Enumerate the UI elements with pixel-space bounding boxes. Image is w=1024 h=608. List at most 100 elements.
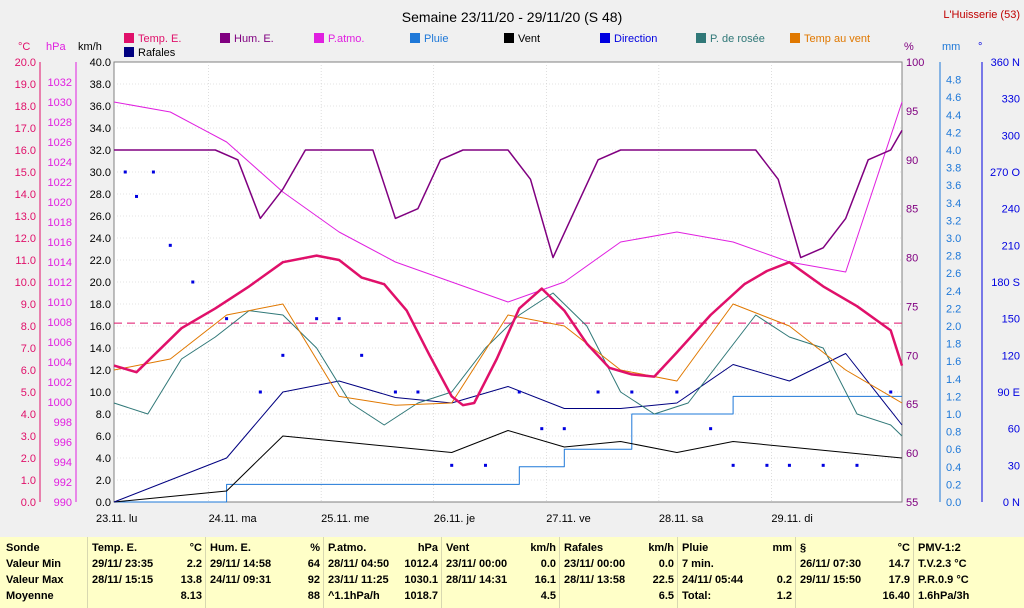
- direction-point: [258, 390, 262, 394]
- dir-tick: 180 S: [991, 277, 1020, 289]
- table-separator: [87, 537, 88, 608]
- temp-tick: 15.0: [15, 167, 36, 179]
- stats-cell-value: 64: [307, 558, 320, 570]
- press-tick: 1024: [48, 157, 72, 169]
- stats-cell-label: ^1.1hPa/h: [328, 590, 380, 602]
- press-tick: 998: [54, 417, 72, 429]
- stats-cell-row: 1.6hPa/3h: [918, 589, 1018, 604]
- press-tick: 1014: [48, 257, 72, 269]
- stats-cell-row: 28/11/ 14:31 16.1: [446, 573, 556, 588]
- temp-tick: 17.0: [15, 123, 36, 135]
- direction-point: [450, 463, 454, 467]
- wind-tick: 34.0: [90, 123, 111, 135]
- stats-cell-row: P.atmo. hPa: [328, 541, 438, 556]
- stats-cell-row: Total: 1.2: [682, 589, 792, 604]
- stats-cell-label: 28/11/ 14:31: [446, 574, 508, 586]
- legend-label: Vent: [518, 33, 540, 45]
- rain-tick: 0.4: [946, 462, 961, 474]
- right-axes: % mm ° 100 95 90 85 80 75 70 65 60 55 4.8 4.6 4.4 4.2 4.0…: [904, 41, 1020, 509]
- series-line-hum-e: [114, 130, 903, 259]
- rain-tick: 0.6: [946, 444, 961, 456]
- stats-cell-value: km/h: [530, 542, 556, 554]
- stats-cell-label: P.atmo.: [328, 542, 367, 554]
- temp-tick: 8.0: [21, 321, 36, 333]
- stats-cell-row: 23/11/ 11:25 1030.1: [328, 573, 438, 588]
- direction-point: [855, 463, 859, 467]
- stats-cell-label: 28/11/ 13:58: [564, 574, 626, 586]
- stats-cell-value: 4.5: [540, 590, 556, 602]
- temp-tick: 9.0: [21, 299, 36, 311]
- legend-label: Pluie: [424, 33, 448, 45]
- rain-tick: 2.4: [946, 286, 961, 298]
- stats-cell-label: 28/11/ 15:15: [92, 574, 154, 586]
- temp-tick: 0.0: [21, 497, 36, 509]
- rain-tick: 4.0: [946, 145, 961, 157]
- table-separator: [795, 537, 796, 608]
- hum-tick: 85: [906, 204, 918, 216]
- wind-tick: 10.0: [90, 387, 111, 399]
- direction-point: [731, 463, 735, 467]
- temp-axis-unit: °C: [18, 41, 30, 53]
- press-tick: 1010: [48, 297, 72, 309]
- series-line-temp-e: [113, 254, 904, 407]
- wind-tick: 38.0: [90, 79, 111, 91]
- direction-point: [337, 317, 341, 321]
- hum-tick: 90: [906, 155, 918, 167]
- series-line-pluie: [114, 395, 902, 503]
- stats-cell-label: §: [800, 542, 807, 554]
- temp-tick: 11.0: [15, 255, 36, 267]
- stats-cell-value: 6.5: [658, 590, 674, 602]
- rain-tick: 4.2: [946, 127, 961, 139]
- stats-cell-label: Pluie: [682, 542, 709, 554]
- stats-column: P.atmo. hPa 28/11/ 04:50 1012.4 23/11/ 11:25…: [328, 537, 438, 608]
- dir-tick: 270 O: [990, 167, 1020, 179]
- dir-tick: 300: [1002, 130, 1020, 142]
- stats-cell-value: 1018.7: [404, 590, 438, 602]
- x-tick-label: 24.11. ma: [209, 513, 258, 525]
- wind-tick: 0.0: [96, 497, 111, 509]
- stats-cell-value: 1030.1: [404, 574, 438, 586]
- stats-cell-row: 29/11/ 14:58 64: [210, 557, 320, 572]
- press-tick: 1018: [48, 217, 72, 229]
- weather-chart: Semaine 23/11/20 - 29/11/20 (S 48) L'Hui…: [15, 9, 1021, 525]
- stats-cell-value: 92: [307, 574, 320, 586]
- rain-tick: 2.6: [946, 268, 961, 280]
- stats-cell-label: PMV-1:2: [918, 542, 961, 554]
- press-axis-unit: hPa: [46, 41, 66, 53]
- legend-swatch: [220, 33, 230, 43]
- direction-point: [562, 427, 566, 431]
- wind-tick: 40.0: [90, 57, 111, 69]
- press-tick: 1008: [48, 317, 72, 329]
- stats-cell-row: Vent km/h: [446, 541, 556, 556]
- stats-cell-value: 16.40: [882, 590, 910, 602]
- x-tick-label: 27.11. ve: [546, 513, 590, 525]
- stats-cell-label: 23/11/ 11:25: [328, 574, 389, 586]
- temp-tick: 12.0: [15, 233, 36, 245]
- stats-cell-row: 28/11/ 15:15 13.8: [92, 573, 202, 588]
- legend-label: Temp au vent: [804, 33, 870, 45]
- stats-cell-label: 23/11/ 00:00: [446, 558, 508, 570]
- direction-point: [517, 390, 521, 394]
- stats-cell-label: 24/11/ 09:31: [210, 574, 272, 586]
- hum-tick: 60: [906, 448, 918, 460]
- rain-tick: 2.8: [946, 251, 961, 263]
- station-name: L'Huisserie (53): [943, 9, 1020, 21]
- series-line-p-atmo: [113, 101, 903, 303]
- stats-cell-row: 29/11/ 23:35 2.2: [92, 557, 202, 572]
- stats-cell-label: 1.6hPa/3h: [918, 590, 970, 602]
- rain-tick: 0.8: [946, 427, 961, 439]
- stats-cell-label: 28/11/ 04:50: [328, 558, 390, 570]
- dir-tick: 120: [1002, 350, 1020, 362]
- wind-tick: 32.0: [90, 145, 111, 157]
- stats-row-labels: Sonde Valeur Min Valeur Max Moyenne: [6, 537, 86, 608]
- temp-tick: 6.0: [21, 365, 36, 377]
- stats-cell-label: Temp. E.: [92, 542, 138, 554]
- dir-tick: 30: [1008, 460, 1020, 472]
- legend-swatch: [696, 33, 706, 43]
- temp-tick: 19.0: [15, 79, 36, 91]
- rain-tick: 3.0: [946, 233, 961, 245]
- stats-cell-row: 29/11/ 15:50 17.9: [800, 573, 910, 588]
- stats-cell-label: Total:: [682, 590, 712, 602]
- rain-tick: 3.2: [946, 215, 961, 227]
- chart-title: Semaine 23/11/20 - 29/11/20 (S 48): [402, 9, 623, 25]
